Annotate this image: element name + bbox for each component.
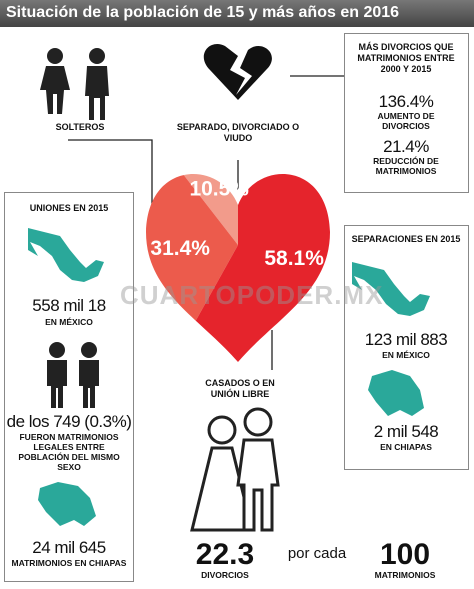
stat-label: MATRIMONIOS EN CHIAPAS xyxy=(11,558,127,568)
icon-wedding xyxy=(190,407,280,532)
data-label: 31.4% xyxy=(150,237,210,260)
stat-label: EN MÉXICO xyxy=(382,350,430,360)
box-heading: MÁS DIVORCIOS QUE MATRIMONIOS ENTRE 2000… xyxy=(357,42,455,74)
box xyxy=(4,192,134,582)
stat-value: de los 749 (0.3%) xyxy=(6,412,132,431)
stat-label: FUERON MATRIMONIOS LEGALES ENTRE POBLACI… xyxy=(18,432,120,472)
title: Situación de la población de 15 y más añ… xyxy=(6,4,400,21)
stat-label: AUMENTO DE DIVORCIOS xyxy=(377,111,435,131)
icon-couple xyxy=(47,342,99,408)
box xyxy=(344,225,469,470)
watermark: CUARTOPODER.MX xyxy=(120,280,384,310)
icon-singles xyxy=(40,48,109,120)
stat-value: 24 mil 645 xyxy=(32,538,106,557)
title-bar xyxy=(0,0,474,27)
box-heading: UNIONES EN 2015 xyxy=(29,203,109,213)
category-label: SEPARADO, DIVORCIADO O VIUDO xyxy=(176,122,300,143)
stat-value: 2 mil 548 xyxy=(373,422,439,441)
stat-value: 136.4% xyxy=(378,92,434,111)
category-label: SOLTEROS xyxy=(55,122,105,132)
ratio-connector: por cada xyxy=(287,545,347,562)
pie-slice xyxy=(164,174,330,362)
category-label: CASADOS O EN UNIÓN LIBRE xyxy=(205,378,275,399)
data-label: 58.1% xyxy=(264,247,324,270)
pie-slice xyxy=(146,174,238,245)
ratio-value: 100 xyxy=(379,538,431,571)
pie-slice xyxy=(146,174,238,362)
stat-value: 21.4% xyxy=(383,137,429,156)
ratio-label: MATRIMONIOS xyxy=(374,570,436,580)
ratio-value: 22.3 xyxy=(195,538,255,571)
stat-label: EN MÉXICO xyxy=(45,317,93,327)
data-label: 10.5% xyxy=(189,178,249,201)
connector xyxy=(68,75,344,370)
map-icon xyxy=(28,228,430,526)
stat-value: 123 mil 883 xyxy=(364,330,448,349)
stat-label: REDUCCIÓN DE MATRIMONIOS xyxy=(373,156,439,176)
box xyxy=(344,33,469,193)
box-heading: SEPARACIONES EN 2015 xyxy=(351,234,461,244)
ratio-label: DIVORCIOS xyxy=(201,570,249,580)
stat-label: EN CHIAPAS xyxy=(380,442,432,452)
stat-value: 558 mil 18 xyxy=(32,296,106,315)
icon-broken-heart xyxy=(203,43,272,100)
